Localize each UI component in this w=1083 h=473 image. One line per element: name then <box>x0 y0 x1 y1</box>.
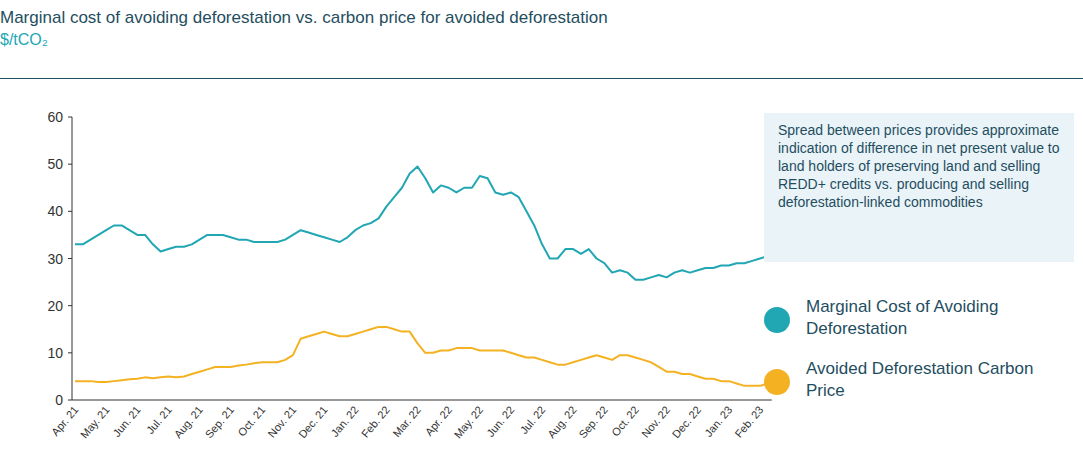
subtitle: $/tCO₂ <box>0 31 48 49</box>
y-tick <box>68 258 72 259</box>
x-tick-label: Aug. 21 <box>172 404 206 441</box>
x-tick-label: Oct. 21 <box>235 404 267 439</box>
y-tick-label: 50 <box>47 156 63 172</box>
title: Marginal cost of avoiding deforestation … <box>0 8 608 28</box>
y-tick-label: 20 <box>47 298 63 314</box>
y-tick <box>68 117 72 118</box>
x-tick-label: Feb. 23 <box>732 404 765 440</box>
legend-entry: Avoided Deforestation Carbon Price <box>764 358 1064 408</box>
y-tick-label: 40 <box>47 203 63 219</box>
x-axis <box>72 400 772 401</box>
x-tick-label: Jul. 21 <box>144 404 174 437</box>
x-tick-label: Jun. 21 <box>110 404 142 439</box>
x-tick-label: Nov. 22 <box>639 404 672 440</box>
y-tick <box>68 211 72 212</box>
legend-swatch <box>764 307 790 333</box>
y-tick <box>68 352 72 353</box>
x-tick-label: Jan. 22 <box>328 404 360 439</box>
title-rule <box>0 78 1083 79</box>
series-line <box>75 327 768 386</box>
x-tick-label: Mar. 22 <box>390 404 423 440</box>
legend-label: Marginal Cost of Avoiding Deforestation <box>806 296 1036 340</box>
plot-area <box>75 167 768 386</box>
x-tick-label: Sep. 22 <box>576 404 610 441</box>
y-tick-label: 30 <box>47 251 63 267</box>
x-tick-label: Feb. 22 <box>359 404 392 440</box>
y-tick-label: 0 <box>55 392 63 408</box>
y-tick <box>68 164 72 165</box>
y-tick-label: 60 <box>47 109 63 125</box>
series-line <box>75 167 768 280</box>
x-tick-label: Oct. 22 <box>609 404 641 439</box>
y-tick <box>68 400 72 401</box>
x-tick-label: Apr. 21 <box>49 404 81 438</box>
x-tick-label: Jan. 23 <box>702 404 734 439</box>
x-tick-label: Aug. 22 <box>545 404 579 441</box>
x-tick-label: Apr. 22 <box>423 404 455 438</box>
x-tick-label: Jun. 22 <box>484 404 516 439</box>
x-tick-label: May. 21 <box>78 404 112 441</box>
y-tick-label: 10 <box>47 345 63 361</box>
x-tick-label: Jul. 22 <box>518 404 548 437</box>
y-tick <box>68 305 72 306</box>
x-tick-label: Dec. 21 <box>296 404 330 441</box>
x-tick-label: Dec. 22 <box>670 404 704 441</box>
annotation: Spread between prices provides approxima… <box>764 113 1074 262</box>
x-tick-label: May. 22 <box>451 404 485 441</box>
x-tick-label: Sep. 21 <box>203 404 237 441</box>
x-tick-label: Nov. 21 <box>265 404 298 440</box>
legend-entry: Marginal Cost of Avoiding Deforestation <box>764 296 1064 346</box>
legend-label: Avoided Deforestation Carbon Price <box>806 358 1036 402</box>
legend-swatch <box>764 369 790 395</box>
